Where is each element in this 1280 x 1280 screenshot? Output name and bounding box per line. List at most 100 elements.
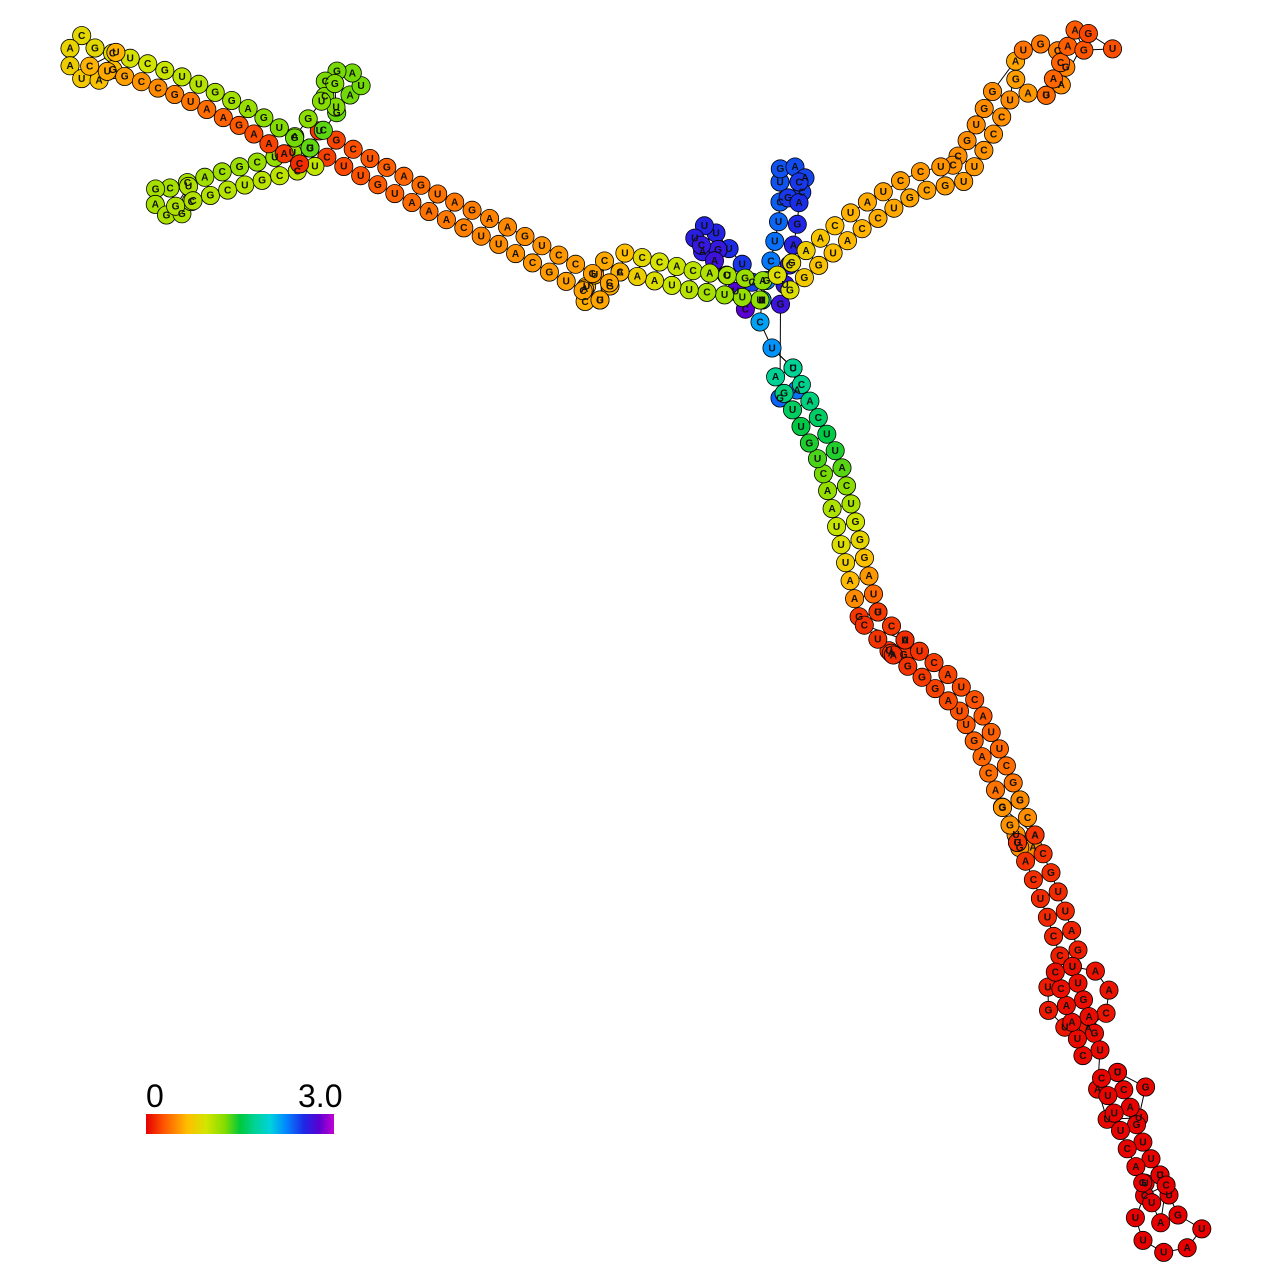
svg-text:G: G bbox=[91, 43, 99, 54]
svg-text:U: U bbox=[960, 177, 967, 188]
svg-text:U: U bbox=[937, 162, 944, 173]
svg-text:U: U bbox=[1114, 1068, 1121, 1079]
svg-text:A: A bbox=[244, 104, 252, 115]
svg-text:G: G bbox=[172, 201, 180, 212]
svg-text:C: C bbox=[581, 297, 589, 308]
svg-text:A: A bbox=[1094, 1084, 1102, 1095]
svg-text:U: U bbox=[1096, 1045, 1103, 1056]
svg-text:G: G bbox=[235, 121, 243, 132]
svg-text:A: A bbox=[1022, 857, 1030, 868]
svg-text:G: G bbox=[815, 261, 823, 272]
svg-text:G: G bbox=[1174, 1210, 1182, 1221]
svg-text:A: A bbox=[945, 696, 953, 707]
svg-text:C: C bbox=[639, 253, 647, 264]
svg-text:C: C bbox=[888, 621, 896, 632]
svg-text:U: U bbox=[1148, 1198, 1155, 1209]
svg-text:G: G bbox=[805, 438, 813, 449]
svg-text:A: A bbox=[346, 90, 354, 101]
svg-text:U: U bbox=[478, 231, 485, 242]
svg-text:A: A bbox=[828, 504, 836, 515]
svg-text:U: U bbox=[357, 171, 364, 182]
svg-text:C: C bbox=[86, 62, 94, 73]
svg-text:U: U bbox=[837, 540, 844, 551]
svg-text:A: A bbox=[512, 249, 520, 260]
svg-text:A: A bbox=[1063, 1001, 1071, 1012]
svg-text:G: G bbox=[861, 553, 869, 564]
svg-text:C: C bbox=[1162, 1180, 1170, 1191]
svg-text:A: A bbox=[944, 670, 952, 681]
svg-text:A: A bbox=[1092, 966, 1100, 977]
svg-text:G: G bbox=[596, 295, 604, 306]
svg-text:G: G bbox=[1084, 29, 1092, 40]
svg-text:C: C bbox=[774, 271, 782, 282]
svg-text:G: G bbox=[1074, 945, 1082, 956]
svg-text:U: U bbox=[833, 522, 840, 533]
svg-text:A: A bbox=[865, 571, 873, 582]
svg-text:C: C bbox=[78, 31, 86, 42]
svg-text:C: C bbox=[861, 621, 869, 632]
svg-text:C: C bbox=[1050, 932, 1058, 943]
svg-text:3.0: 3.0 bbox=[298, 1078, 342, 1114]
svg-text:G: G bbox=[918, 673, 926, 684]
svg-text:A: A bbox=[1132, 1162, 1140, 1173]
svg-text:C: C bbox=[138, 77, 146, 88]
svg-text:C: C bbox=[320, 126, 328, 137]
svg-text:U: U bbox=[340, 162, 347, 173]
svg-text:A: A bbox=[425, 207, 433, 218]
svg-text:C: C bbox=[1039, 849, 1047, 860]
svg-text:U: U bbox=[1069, 962, 1076, 973]
svg-text:C: C bbox=[698, 241, 706, 252]
svg-text:U: U bbox=[768, 343, 775, 354]
svg-text:C: C bbox=[1079, 1051, 1087, 1062]
svg-text:G: G bbox=[904, 662, 912, 673]
svg-text:A: A bbox=[817, 234, 825, 245]
svg-text:G: G bbox=[333, 66, 341, 77]
svg-text:U: U bbox=[721, 290, 728, 301]
svg-text:G: G bbox=[1047, 868, 1055, 879]
svg-text:U: U bbox=[1109, 44, 1116, 55]
svg-text:U: U bbox=[366, 154, 373, 165]
svg-text:C: C bbox=[820, 469, 828, 480]
svg-text:C: C bbox=[767, 256, 775, 267]
svg-text:U: U bbox=[1014, 838, 1021, 849]
svg-text:A: A bbox=[790, 240, 798, 251]
svg-text:A: A bbox=[711, 256, 719, 267]
svg-text:A: A bbox=[978, 752, 986, 763]
svg-text:U: U bbox=[775, 217, 782, 228]
svg-text:A: A bbox=[1071, 25, 1079, 36]
svg-text:C: C bbox=[756, 317, 764, 328]
svg-text:G: G bbox=[152, 184, 160, 195]
svg-text:G: G bbox=[1045, 1006, 1053, 1017]
svg-text:A: A bbox=[706, 268, 714, 279]
svg-text:U: U bbox=[874, 635, 881, 646]
svg-text:A: A bbox=[250, 129, 258, 140]
svg-text:U: U bbox=[890, 203, 897, 214]
svg-text:A: A bbox=[844, 236, 852, 247]
svg-text:U: U bbox=[495, 240, 502, 251]
svg-text:A: A bbox=[979, 711, 987, 722]
svg-text:C: C bbox=[529, 258, 537, 269]
svg-text:U: U bbox=[776, 177, 783, 188]
svg-text:C: C bbox=[897, 176, 905, 187]
svg-text:C: C bbox=[874, 214, 882, 225]
svg-text:G: G bbox=[931, 684, 939, 695]
svg-text:G: G bbox=[989, 87, 997, 98]
svg-text:U: U bbox=[880, 187, 887, 198]
svg-text:C: C bbox=[1120, 1085, 1128, 1096]
svg-text:U: U bbox=[756, 295, 763, 306]
svg-text:C: C bbox=[296, 159, 304, 170]
svg-text:U: U bbox=[1132, 1213, 1139, 1224]
svg-text:U: U bbox=[973, 120, 980, 131]
svg-text:G: G bbox=[1080, 45, 1088, 56]
svg-text:C: C bbox=[1016, 795, 1024, 806]
svg-text:A: A bbox=[1050, 74, 1058, 85]
svg-text:G: G bbox=[291, 133, 299, 144]
svg-text:U: U bbox=[789, 405, 796, 416]
svg-text:G: G bbox=[1133, 1120, 1141, 1131]
svg-text:A: A bbox=[1012, 56, 1020, 67]
svg-text:U: U bbox=[1044, 913, 1051, 924]
svg-text:U: U bbox=[739, 260, 746, 271]
svg-text:U: U bbox=[916, 647, 923, 658]
svg-text:U: U bbox=[1044, 982, 1051, 993]
svg-text:U: U bbox=[724, 271, 731, 282]
